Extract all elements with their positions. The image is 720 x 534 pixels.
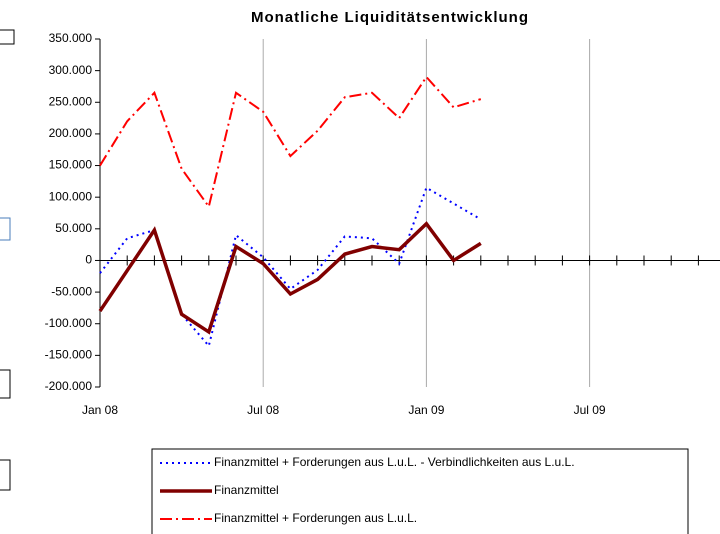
fragment-box bbox=[0, 459, 11, 491]
legend bbox=[151, 448, 689, 534]
y-tick-label: 300.000 bbox=[49, 63, 93, 77]
x-tick-label: Jan 09 bbox=[408, 403, 444, 417]
y-tick-label: 50.000 bbox=[55, 221, 92, 235]
series-line bbox=[99, 75, 482, 210]
legend-label: Finanzmittel bbox=[214, 483, 279, 497]
fragment-box bbox=[0, 217, 11, 241]
y-tick-label: 150.000 bbox=[49, 158, 93, 172]
y-tick-label: -150.000 bbox=[45, 348, 93, 362]
series-line bbox=[98, 221, 482, 335]
legend-label: Finanzmittel + Forderungen aus L.u.L. bbox=[214, 511, 417, 525]
chart-title: Monatliche Liquiditätsentwicklung bbox=[251, 9, 529, 26]
x-tick-label: Jan 08 bbox=[82, 403, 118, 417]
y-tick-label: -50.000 bbox=[51, 284, 92, 298]
x-tick-label: Jul 09 bbox=[574, 403, 606, 417]
y-tick-label: 0 bbox=[85, 253, 92, 267]
y-tick-label: 250.000 bbox=[49, 94, 93, 108]
y-tick-label: 200.000 bbox=[49, 126, 93, 140]
fragment-box bbox=[0, 29, 15, 45]
y-tick-label: 350.000 bbox=[49, 31, 93, 45]
fragment-box bbox=[0, 369, 11, 399]
x-tick-label: Jul 08 bbox=[247, 403, 279, 417]
y-tick-label: -200.000 bbox=[45, 379, 93, 393]
y-tick-label: -100.000 bbox=[45, 316, 93, 330]
y-tick-label: 100.000 bbox=[49, 189, 93, 203]
legend-label: Finanzmittel + Forderungen aus L.u.L. - … bbox=[214, 455, 575, 469]
